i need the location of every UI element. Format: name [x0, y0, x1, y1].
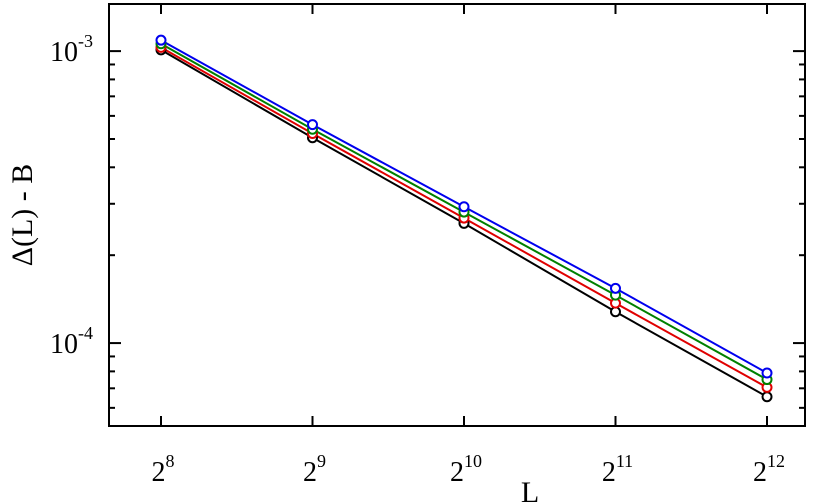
x-axis-title: L	[521, 476, 539, 504]
tick-labels: 28 29 210 211 212 10-3 10-4	[50, 31, 785, 488]
y-axis-title: Δ(L) - B	[6, 164, 39, 267]
series-4-point	[307, 119, 318, 131]
x-tick-label: 210	[450, 451, 482, 488]
series-4-point	[610, 282, 621, 294]
series-4-point	[458, 201, 470, 213]
x-tick-label: 212	[753, 451, 785, 488]
series-1-point	[761, 391, 773, 403]
plot-frame	[108, 3, 806, 427]
x-tick-label: 28	[152, 451, 175, 488]
y-tick-label: 10-4	[50, 323, 93, 360]
x-tick-label: 29	[303, 451, 326, 488]
axis-ticks	[109, 4, 805, 426]
series-4-point	[155, 34, 167, 46]
series-layer	[155, 34, 773, 403]
x-tick-label: 211	[602, 451, 633, 488]
y-tick-label: 10-3	[50, 31, 93, 68]
series-4-point	[761, 367, 773, 379]
